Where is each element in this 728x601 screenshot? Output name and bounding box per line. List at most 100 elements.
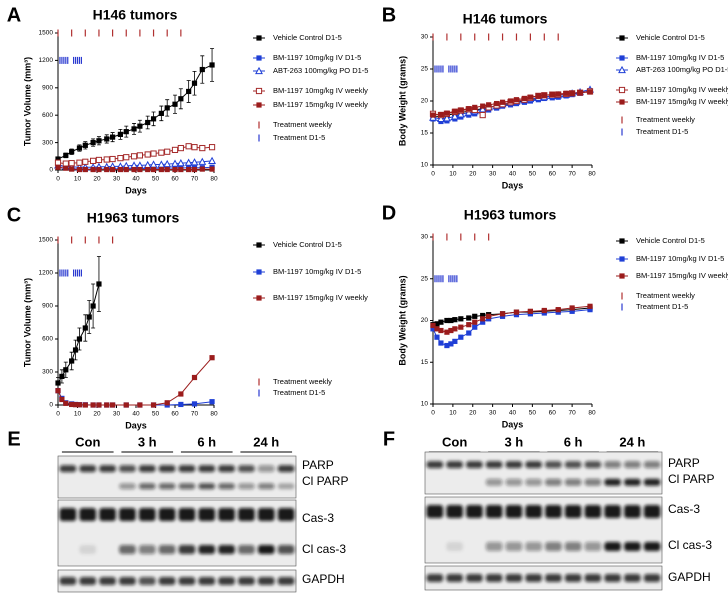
x-tick-label: 60 [171, 411, 179, 418]
blot-band [545, 574, 562, 582]
blot-band [79, 545, 97, 554]
blot-band [138, 465, 156, 473]
marker [479, 111, 486, 119]
blot-band [257, 577, 275, 585]
marker [76, 402, 83, 408]
legend-symbol [619, 273, 625, 279]
x-tick-label: 0 [56, 176, 60, 183]
marker [76, 336, 83, 342]
marker [144, 151, 151, 158]
blot-band [138, 577, 156, 585]
blot-band [178, 483, 196, 490]
blot-band [525, 574, 542, 582]
legend-label: BM-1197 10mg/kg IV D1-5 [636, 53, 724, 62]
blot-membrane [424, 451, 663, 495]
blot-band [643, 574, 661, 582]
marker [199, 144, 206, 152]
panel-label: F [383, 428, 395, 450]
marker [76, 145, 83, 151]
blot-band [99, 508, 116, 522]
blot-membrane [57, 569, 297, 593]
y-tick-label: 300 [42, 139, 53, 146]
blot-band [426, 505, 444, 519]
blot-band [624, 505, 641, 519]
marker [110, 402, 116, 408]
marker [76, 166, 83, 173]
legend-label: Treatment D1-5 [636, 127, 688, 136]
x-tick-label: 60 [549, 171, 557, 178]
marker [150, 150, 157, 157]
blot-band [446, 542, 463, 551]
blot-band [158, 508, 176, 522]
blot-band [277, 465, 295, 473]
group-label: Con [442, 434, 467, 449]
y-tick-label: 900 [42, 303, 53, 310]
marker [438, 340, 444, 346]
marker [563, 90, 569, 96]
blot-band [624, 461, 641, 469]
panel-label: A [7, 4, 21, 26]
x-tick-label: 20 [93, 411, 101, 418]
marker [448, 341, 454, 347]
marker [437, 114, 445, 123]
marker [185, 143, 192, 150]
x-axis-label: Days [125, 185, 147, 195]
blot-band [604, 478, 621, 486]
marker [466, 315, 472, 321]
marker [172, 101, 178, 107]
blot-band [198, 483, 216, 490]
x-axis-label: Days [125, 420, 147, 430]
blot-band [277, 483, 295, 490]
blot-membrane [424, 496, 663, 564]
blot-band [277, 577, 295, 585]
marker [442, 114, 451, 122]
marker [191, 401, 198, 407]
marker [178, 96, 184, 102]
marker [452, 317, 458, 323]
marker [103, 156, 110, 163]
marker [458, 107, 464, 113]
blot-band [119, 577, 136, 585]
marker [176, 159, 185, 167]
x-tick-label: 20 [469, 410, 477, 417]
legend-label: Treatment D1-5 [636, 302, 688, 311]
marker [150, 402, 157, 408]
blot-band [624, 542, 641, 551]
marker [198, 157, 207, 165]
group-label: 24 h [253, 434, 279, 449]
marker [444, 110, 450, 116]
blot-band [59, 577, 77, 585]
legend-symbol [619, 35, 625, 41]
blot-band [545, 505, 562, 519]
x-tick-label: 40 [509, 410, 517, 417]
blot-band [485, 542, 503, 551]
blot-band [198, 508, 216, 522]
marker [171, 146, 179, 154]
marker [569, 90, 575, 96]
y-tick-label: 20 [421, 98, 429, 105]
y-tick-label: 900 [42, 85, 53, 92]
x-tick-label: 30 [113, 176, 121, 183]
x-axis-label: Days [502, 419, 524, 429]
panel-label: B [382, 4, 396, 26]
blot-band [138, 545, 156, 554]
marker [145, 166, 151, 173]
marker [177, 144, 184, 152]
blot-band [446, 505, 463, 519]
blot-band [178, 508, 196, 522]
marker [507, 98, 514, 104]
marker [444, 317, 450, 324]
blot-band [525, 478, 542, 486]
marker [164, 148, 171, 155]
marker [130, 153, 138, 160]
legend-label: BM-1197 10mg/kg IV weekly [273, 86, 368, 95]
band-label: Cl PARP [668, 472, 714, 486]
marker [82, 402, 88, 408]
marker [472, 324, 478, 330]
band-label: Cl PARP [302, 474, 348, 488]
y-axis-label: Tumor Volume (mm³) [22, 278, 32, 367]
marker [191, 80, 198, 86]
series-line [57, 357, 213, 406]
marker [458, 324, 464, 330]
y-tick-label: 0 [49, 167, 53, 174]
